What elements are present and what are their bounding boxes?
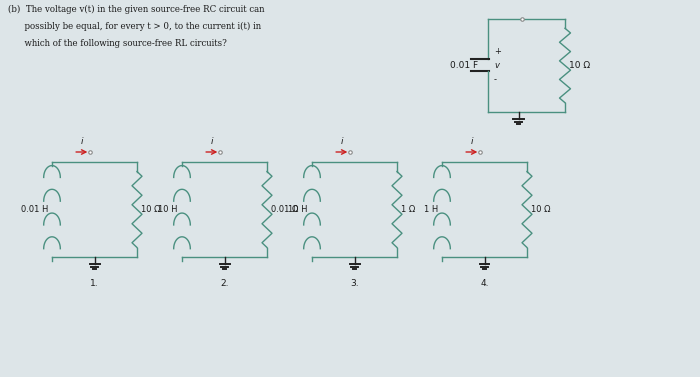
Text: 10 H: 10 H	[158, 205, 178, 214]
Text: +: +	[494, 47, 501, 56]
Text: 10 Ω: 10 Ω	[569, 61, 590, 70]
Text: possibly be equal, for every t > 0, to the current i(t) in: possibly be equal, for every t > 0, to t…	[8, 22, 261, 31]
Text: i: i	[470, 137, 473, 146]
Text: 1 Ω: 1 Ω	[401, 205, 415, 214]
Text: 10 H: 10 H	[288, 205, 308, 214]
Text: 2.: 2.	[220, 279, 229, 288]
Text: 10 Ω: 10 Ω	[141, 205, 160, 214]
Text: 0.01 Ω: 0.01 Ω	[271, 205, 298, 214]
Text: -: -	[494, 75, 497, 84]
Text: (b)  The voltage v(t) in the given source-free RC circuit can: (b) The voltage v(t) in the given source…	[8, 5, 265, 14]
Text: 1 H: 1 H	[424, 205, 438, 214]
Text: i: i	[211, 137, 213, 146]
Text: which of the following source-free RL circuits?: which of the following source-free RL ci…	[8, 39, 227, 48]
Text: 1.: 1.	[90, 279, 99, 288]
Text: 3.: 3.	[350, 279, 359, 288]
Text: v: v	[494, 61, 499, 70]
Text: i: i	[340, 137, 343, 146]
Text: i: i	[80, 137, 83, 146]
Text: 4.: 4.	[480, 279, 489, 288]
Text: 0.01 F: 0.01 F	[450, 61, 478, 70]
Text: 0.01 H: 0.01 H	[20, 205, 48, 214]
Text: 10 Ω: 10 Ω	[531, 205, 550, 214]
